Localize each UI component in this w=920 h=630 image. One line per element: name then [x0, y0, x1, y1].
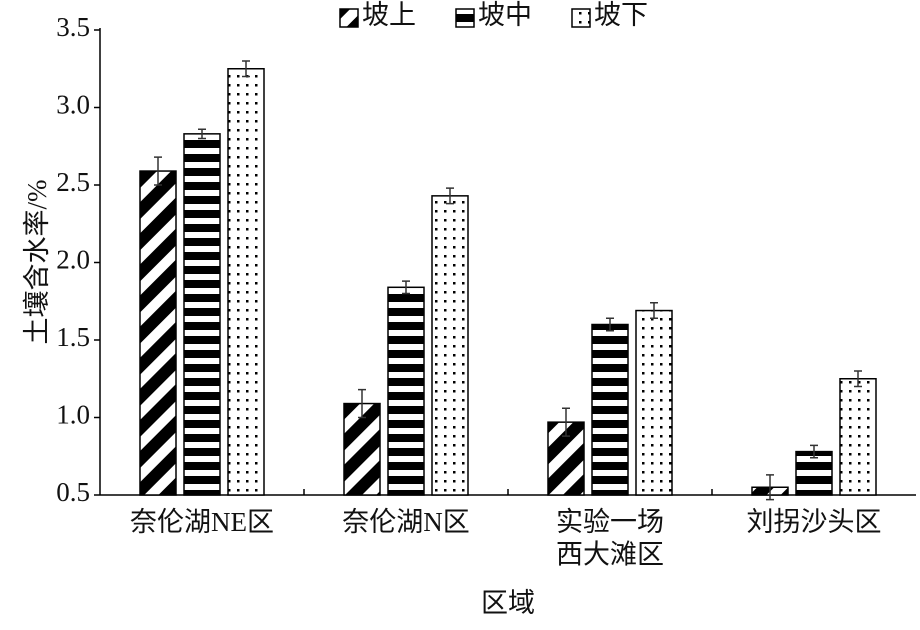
- error-bar: [606, 317, 614, 332]
- y-tick-label: 1.5: [56, 322, 90, 352]
- x-tick-label: 实验一场西大滩区: [556, 507, 664, 569]
- error-bar: [154, 156, 162, 186]
- bar: [591, 323, 629, 496]
- y-tick-label: 2.5: [56, 167, 90, 197]
- y-tick-label: 3.0: [56, 90, 90, 120]
- bar: [387, 286, 425, 496]
- x-tick-label: 奈伦湖N区: [342, 507, 470, 537]
- error-bar: [766, 474, 774, 501]
- error-bar: [562, 407, 570, 437]
- x-tick-label: 刘拐沙头区: [747, 507, 882, 537]
- legend-label: 坡上: [362, 0, 416, 30]
- y-tick-label: 1.0: [56, 400, 90, 430]
- legend-label: 坡中: [478, 0, 532, 30]
- bar: [183, 133, 221, 496]
- error-bar: [810, 444, 818, 459]
- x-axis-label: 区域: [481, 588, 535, 618]
- y-tick-label: 3.5: [56, 12, 90, 42]
- error-bar: [242, 60, 250, 78]
- legend-swatch: [339, 8, 359, 28]
- legend-swatch: [455, 8, 475, 28]
- legend-label: 坡下: [594, 0, 648, 30]
- legend-swatch: [571, 8, 591, 28]
- bar: [139, 170, 177, 496]
- error-bar: [358, 388, 366, 419]
- y-tick-label: 2.0: [56, 245, 90, 275]
- y-tick-label: 0.5: [56, 477, 90, 507]
- error-bar: [446, 187, 454, 205]
- bar: [839, 378, 877, 496]
- error-bar: [650, 302, 658, 320]
- error-bar: [854, 370, 862, 388]
- y-axis-label: 土壤含水率/%: [22, 180, 52, 345]
- bar: [227, 68, 265, 496]
- error-bar: [198, 128, 206, 140]
- bar: [431, 195, 469, 496]
- bar: [635, 309, 673, 496]
- error-bar: [402, 280, 410, 295]
- x-tick-label: 奈伦湖NE区: [130, 507, 274, 537]
